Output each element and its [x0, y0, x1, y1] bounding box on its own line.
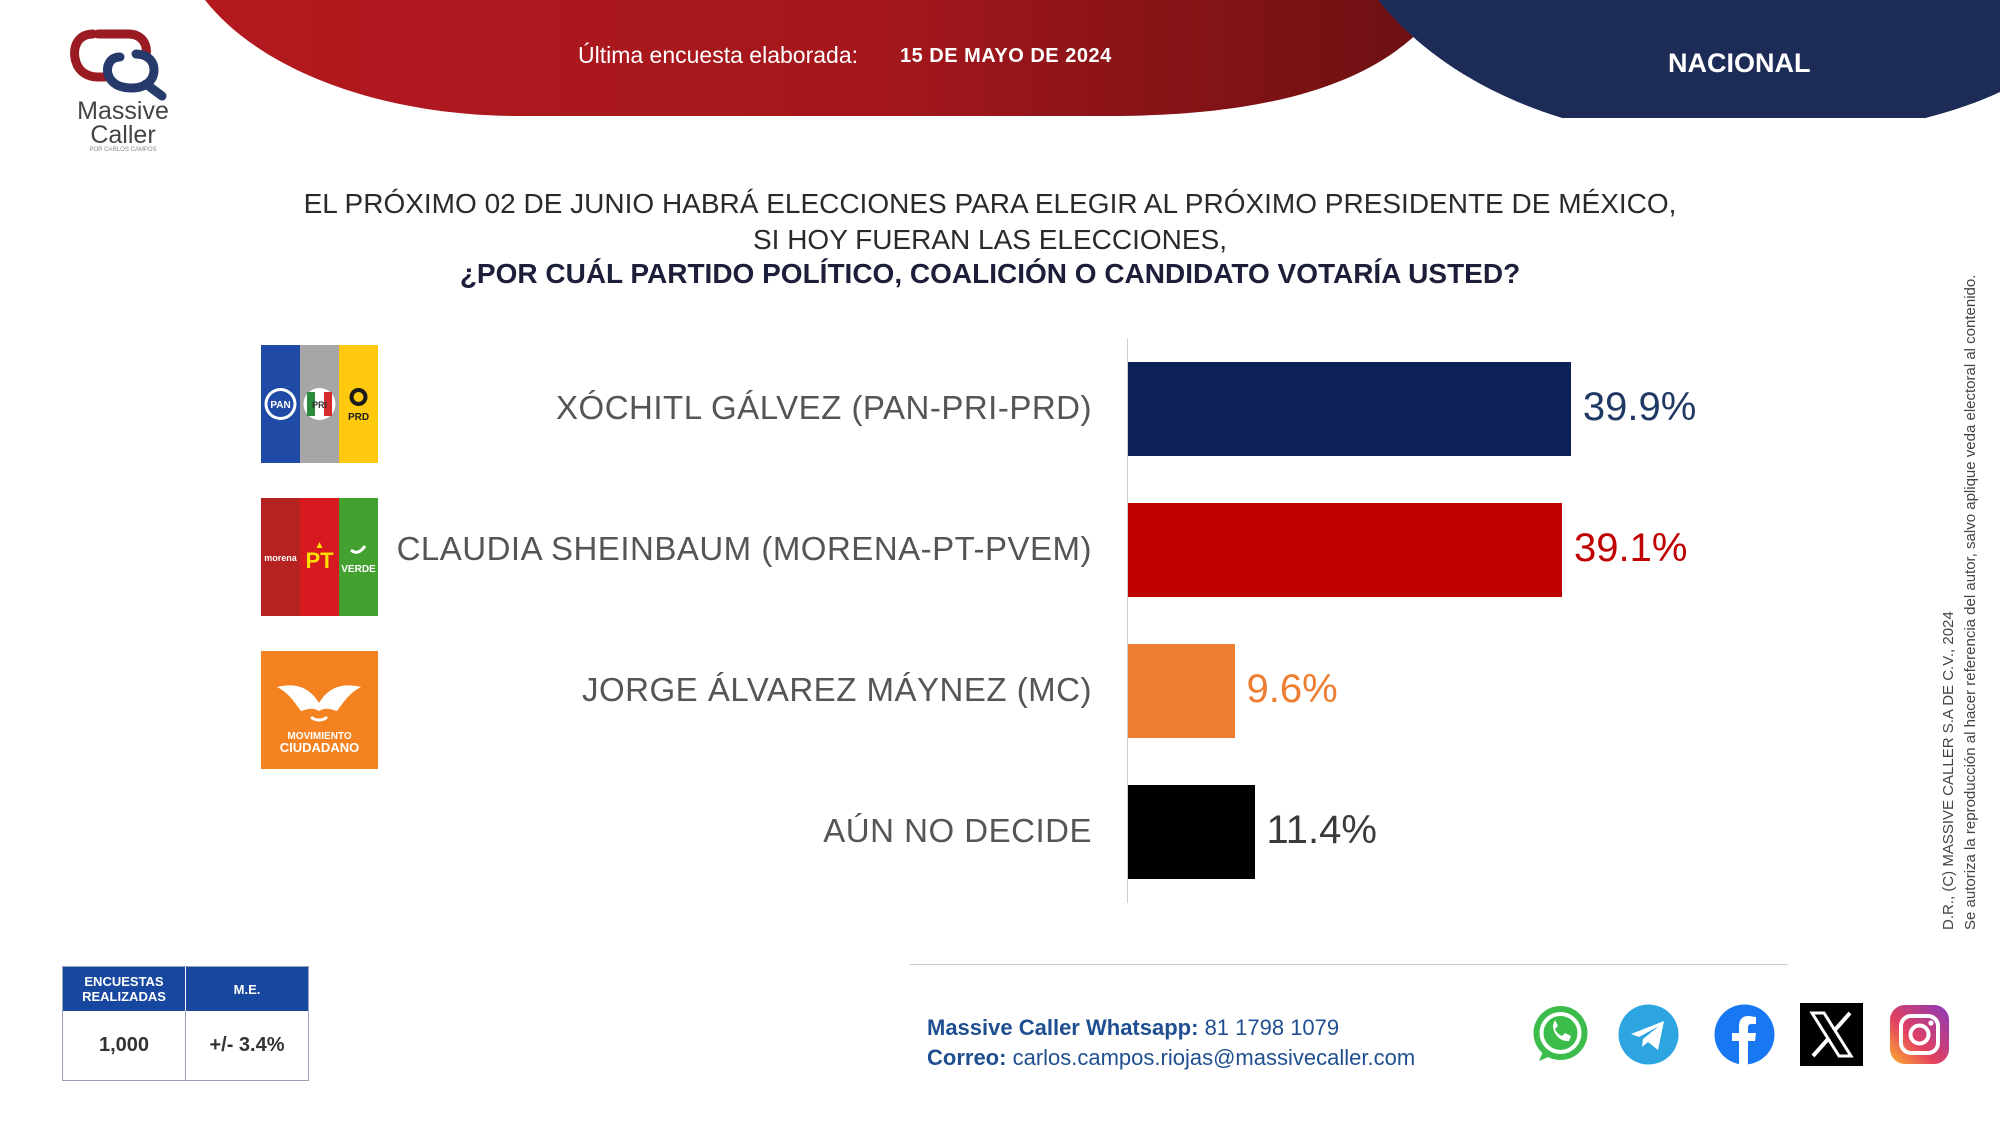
- margin-error-header: M.E.: [186, 967, 308, 1011]
- whatsapp-number[interactable]: 81 1798 1079: [1204, 1015, 1340, 1040]
- facebook-icon[interactable]: [1713, 1003, 1776, 1066]
- prd-text: PRD: [348, 412, 369, 423]
- email-contact: Correo: carlos.campos.riojas@massivecall…: [927, 1045, 1415, 1071]
- brand-name: Massive: [77, 97, 169, 125]
- category-label-2: CLAUDIA SHEINBAUM (MORENA-PT-PVEM): [396, 530, 1092, 567]
- question-line-1: EL PRÓXIMO 02 DE JUNIO HABRÁ ELECCIONES …: [303, 188, 1677, 219]
- x-icon[interactable]: [1800, 1003, 1863, 1066]
- bar-3: [1128, 644, 1235, 738]
- value-label-3: 9.6%: [1246, 667, 1338, 711]
- bar-4: [1128, 785, 1255, 879]
- chart-axis-line: [1127, 338, 1128, 903]
- mc-text-2: CIUDADANO: [280, 740, 359, 755]
- brand-tagline: POR CARLOS CAMPOS: [89, 147, 157, 153]
- surveys-header: ENCUESTAS REALIZADAS: [63, 967, 186, 1011]
- footer-divider: [910, 964, 1788, 965]
- whatsapp-label: Massive Caller Whatsapp:: [927, 1015, 1199, 1040]
- category-label-3: JORGE ÁLVAREZ MÁYNEZ (MC): [582, 671, 1092, 708]
- instagram-icon[interactable]: [1888, 1003, 1951, 1066]
- whatsapp-contact: Massive Caller Whatsapp: 81 1798 1079: [927, 1015, 1339, 1041]
- bar-2: [1128, 503, 1562, 597]
- survey-date: 15 DE MAYO DE 2024: [900, 45, 1112, 67]
- category-label-1: XÓCHITL GÁLVEZ (PAN-PRI-PRD): [556, 389, 1092, 426]
- movimiento-ciudadano-logo: MOVIMIENTO CIUDADANO: [261, 651, 378, 769]
- surveys-value: 1,000: [63, 1011, 186, 1080]
- massive-caller-logo: [58, 22, 188, 152]
- pt-text: PT: [305, 548, 334, 573]
- email-label: Correo:: [927, 1045, 1007, 1070]
- verde-text: VERDE: [341, 564, 376, 575]
- value-label-1: 39.9%: [1582, 385, 1697, 429]
- survey-label: Última encuesta elaborada:: [578, 42, 858, 68]
- email-address[interactable]: carlos.campos.riojas@massivecaller.com: [1012, 1045, 1416, 1070]
- legal-line-2: Se autoriza la reproducción al hacer ref…: [1962, 274, 1979, 930]
- question-line-3: ¿POR CUÁL PARTIDO POLÍTICO, COALICIÓN O …: [459, 258, 1521, 289]
- bar-1: [1128, 362, 1571, 456]
- brand-name-2: Caller: [90, 121, 156, 149]
- margin-error-value: +/- 3.4%: [209, 1034, 285, 1056]
- legal-notice: D.R., (C) MASSIVE CALLER S.A DE C.V., 20…: [1938, 210, 1982, 930]
- mc-text-1: MOVIMIENTO: [287, 731, 351, 742]
- pan-text: PAN: [270, 400, 290, 411]
- morena-pt-pvem-logo: morena PT VERDE: [261, 498, 378, 616]
- pan-pri-prd-logo: PAN PRI PRD: [261, 345, 378, 463]
- category-label-4: AÚN NO DECIDE: [823, 812, 1092, 849]
- scope-label: NACIONAL: [1668, 48, 1811, 78]
- telegram-icon[interactable]: [1617, 1003, 1680, 1066]
- methodology-table: ENCUESTAS REALIZADAS M.E. 1,000 +/- 3.4%: [62, 966, 309, 1081]
- header-banner: [0, 0, 2000, 118]
- pri-text: PRI: [312, 400, 327, 410]
- whatsapp-icon[interactable]: [1529, 1003, 1592, 1066]
- legal-line-1: D.R., (C) MASSIVE CALLER S.A DE C.V., 20…: [1940, 611, 1957, 930]
- value-label-2: 39.1%: [1574, 526, 1688, 570]
- morena-text: morena: [264, 553, 298, 563]
- question-line-2: SI HOY FUERAN LAS ELECCIONES,: [752, 224, 1228, 255]
- value-label-4: 11.4%: [1266, 808, 1377, 852]
